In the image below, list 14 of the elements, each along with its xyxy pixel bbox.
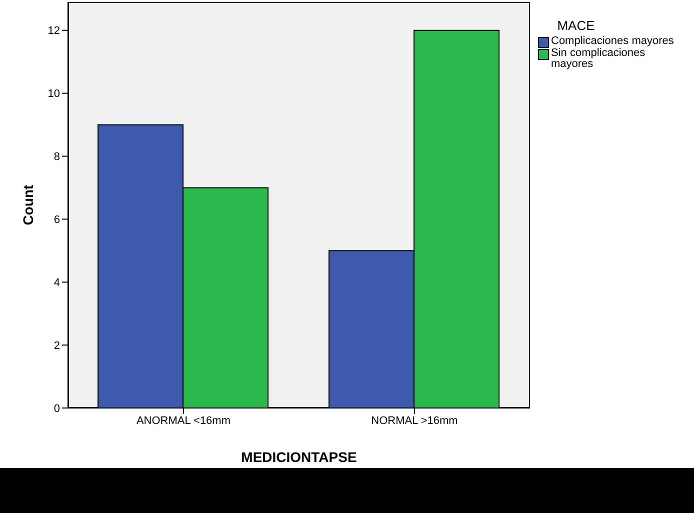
y-tick-label: 0	[54, 402, 60, 415]
y-tick-label: 10	[48, 88, 60, 100]
y-tick-label: 8	[54, 151, 60, 164]
y-axis-title: Count	[20, 184, 36, 226]
y-tick-label: 6	[54, 214, 60, 226]
legend-label: Complicaciones mayores	[551, 35, 674, 47]
x-axis-title: MEDICIONTAPSE	[241, 449, 357, 465]
x-tick-label: ANORMAL <16mm	[136, 414, 231, 427]
legend-title: MACE	[556, 18, 596, 33]
x-tick-label: NORMAL >16mm	[371, 414, 458, 427]
y-tick-label: 4	[54, 277, 60, 290]
y-tick-label: 12	[48, 25, 60, 38]
y-tick-label: 2	[54, 340, 60, 352]
legend-label: Sin complicaciones mayores	[551, 47, 646, 70]
